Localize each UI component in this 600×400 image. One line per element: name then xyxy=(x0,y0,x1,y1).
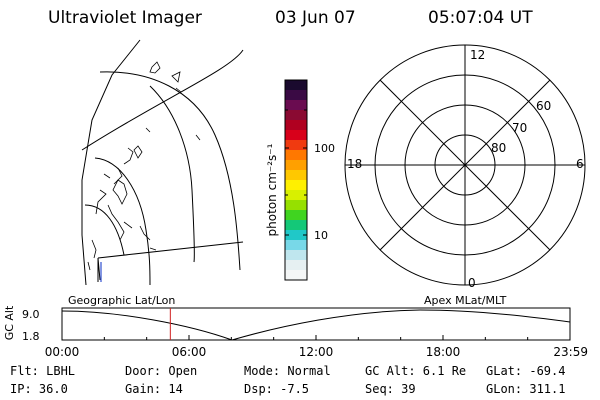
colorbar-frame xyxy=(284,79,308,281)
lat-label-70: 70 xyxy=(512,121,527,135)
geographic-map xyxy=(81,39,244,286)
lat-label-80: 80 xyxy=(491,141,506,155)
map-grid-arc xyxy=(84,204,125,256)
map-grid-line xyxy=(97,241,244,259)
timeline-xtick-label: 23:59 xyxy=(553,345,588,359)
colorbar-band xyxy=(285,210,307,221)
lat-label-60: 60 xyxy=(536,99,551,113)
map-outline xyxy=(81,39,141,286)
filter-readout: Flt: LBHL xyxy=(10,364,76,378)
timeline-ytick-1-8: 1.8 xyxy=(22,330,40,343)
colorbar-band xyxy=(285,110,307,121)
map-grid-arc xyxy=(99,71,241,271)
timeline-xtick-label: 18:00 xyxy=(426,345,461,359)
colorbar-band xyxy=(285,200,307,211)
colorbar-tick-10: 10 xyxy=(314,229,328,242)
altitude-curve xyxy=(61,309,571,341)
mlt-label-12: 12 xyxy=(470,48,485,62)
timeline-xtick-label: 12:00 xyxy=(299,345,334,359)
polar-diagonal xyxy=(379,79,551,251)
colorbar-band xyxy=(285,120,307,131)
colorbar-band xyxy=(285,170,307,181)
timeline-ytick-9: 9.0 xyxy=(22,308,40,321)
colorbar-tick-100: 100 xyxy=(314,142,335,155)
instrument-title: Ultraviolet Imager xyxy=(48,8,202,28)
colorbar-band xyxy=(285,220,307,231)
mlt-label-6: 6 xyxy=(576,157,584,171)
colorbar-band xyxy=(285,260,307,271)
orbit-timeline xyxy=(61,307,571,341)
timeline-ticks xyxy=(61,335,571,340)
ip-readout: IP: 36.0 xyxy=(10,382,68,396)
gc-alt-readout: GC Alt: 6.1 Re xyxy=(365,364,467,378)
coastline xyxy=(133,145,143,159)
map-projection-label: Geographic Lat/Lon xyxy=(68,294,175,307)
colorbar-band xyxy=(285,180,307,191)
timeline-xtick-label: 06:00 xyxy=(172,345,207,359)
polar-plot xyxy=(344,44,586,286)
colorbar-band xyxy=(285,160,307,171)
glon-readout: GLon: 311.1 xyxy=(486,382,566,396)
mlt-label-18: 18 xyxy=(347,157,362,171)
colorbar-band xyxy=(285,240,307,251)
colorbar xyxy=(285,80,307,281)
colorbar-label: photon cm⁻²s⁻¹ xyxy=(265,143,279,236)
gain-readout: Gain: 14 xyxy=(125,382,183,396)
colorbar-band xyxy=(285,230,307,241)
colorbar-band xyxy=(285,130,307,141)
time-readout: 05:07:04 UT xyxy=(428,8,533,28)
polar-projection-label: Apex MLat/MLT xyxy=(424,294,507,307)
seq-readout: Seq: 39 xyxy=(365,382,416,396)
colorbar-band xyxy=(285,90,307,101)
coastline xyxy=(87,61,201,271)
colorbar-band xyxy=(285,140,307,151)
colorbar-band xyxy=(285,150,307,161)
colorbar-ticks xyxy=(285,109,307,236)
map-grid-arc xyxy=(149,85,195,263)
glat-readout: GLat: -69.4 xyxy=(486,364,566,378)
timeline-xtick-label: 00:00 xyxy=(45,345,80,359)
dsp-readout: Dsp: -7.5 xyxy=(244,382,310,396)
mode-readout: Mode: Normal xyxy=(244,364,331,378)
map-grid-arc xyxy=(81,49,244,151)
timeline-y-label: GC Alt xyxy=(3,305,16,340)
colorbar-band xyxy=(285,190,307,201)
map-grid-arc xyxy=(94,157,151,286)
date-readout: 03 Jun 07 xyxy=(275,8,356,28)
coastline xyxy=(112,179,128,205)
colorbar-band xyxy=(285,250,307,261)
colorbar-band xyxy=(285,100,307,111)
door-readout: Door: Open xyxy=(125,364,198,378)
colorbar-band xyxy=(285,270,307,281)
mlt-label-0: 0 xyxy=(468,276,476,290)
colorbar-band xyxy=(285,80,307,91)
